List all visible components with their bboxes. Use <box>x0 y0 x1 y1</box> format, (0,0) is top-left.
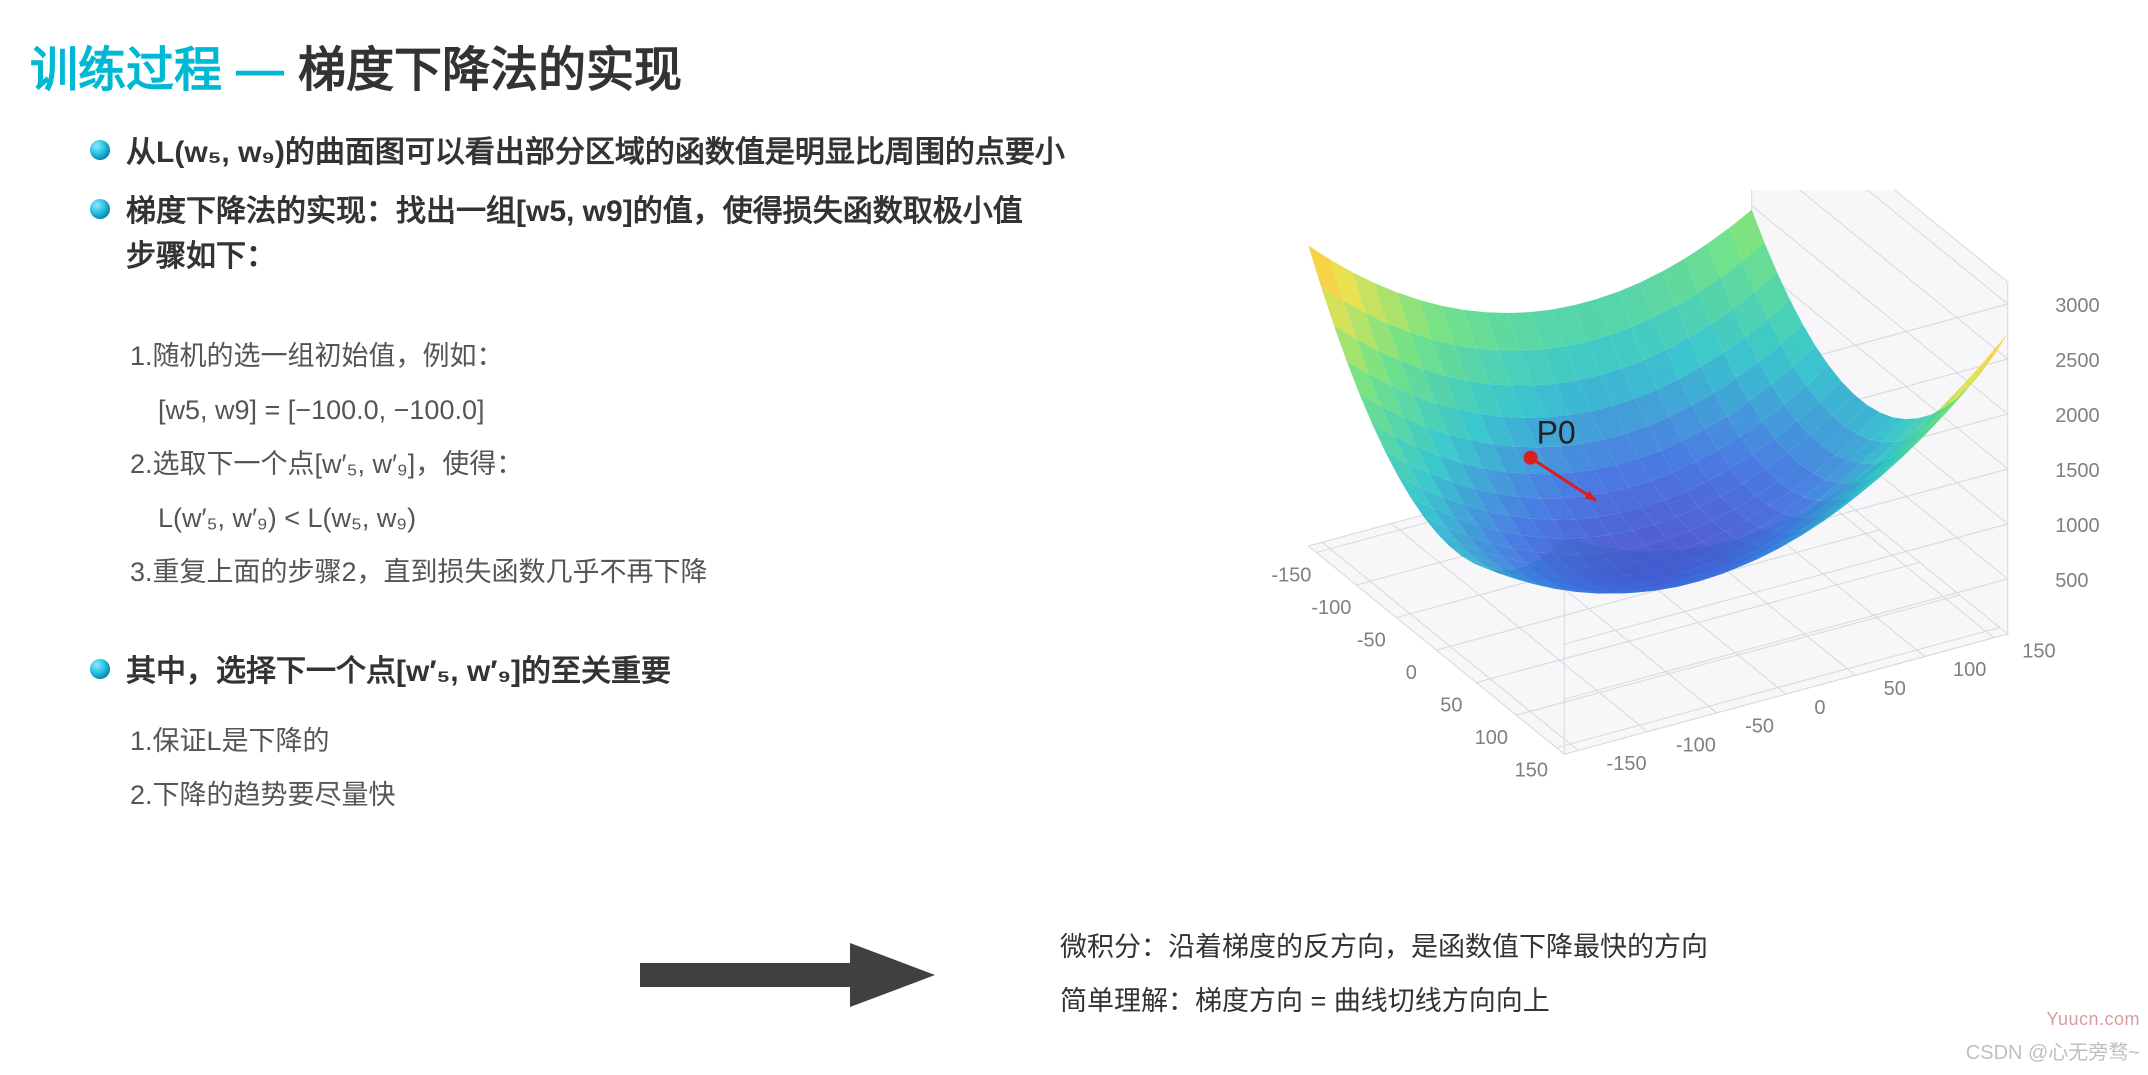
bullet-1: 从L(w₅, w₉)的曲面图可以看出部分区域的函数值是明显比周围的点要小 <box>90 130 2118 175</box>
bullet-dot-icon <box>90 199 110 219</box>
watermark: Yuucn.com <box>2046 1009 2140 1030</box>
svg-text:-50: -50 <box>1745 716 1774 738</box>
svg-text:0: 0 <box>1814 697 1825 719</box>
big-arrow-icon <box>640 935 940 1020</box>
title-row: 训练过程 — 梯度下降法的实现 <box>30 30 2118 100</box>
svg-text:3000: 3000 <box>2055 295 2100 317</box>
svg-text:-150: -150 <box>1607 753 1647 775</box>
svg-text:50: 50 <box>1884 678 1906 700</box>
svg-text:100: 100 <box>1475 727 1508 749</box>
svg-text:500: 500 <box>2055 570 2088 592</box>
svg-text:0: 0 <box>1406 662 1417 684</box>
svg-text:50: 50 <box>1440 694 1462 716</box>
title-left: 训练过程 <box>30 30 222 100</box>
note-line-1: 微积分：沿着梯度的反方向，是函数值下降最快的方向 <box>1060 920 1708 974</box>
credit: CSDN @心无旁骛~ <box>1966 1036 2140 1065</box>
svg-text:150: 150 <box>1515 759 1548 780</box>
svg-text:P0: P0 <box>1537 415 1576 451</box>
section2-heading: 其中，选择下一个点[w′₅, w′₉]的至关重要 <box>126 649 671 694</box>
svg-text:100: 100 <box>1953 659 1986 681</box>
svg-text:2000: 2000 <box>2055 405 2100 427</box>
right-notes: 微积分：沿着梯度的反方向，是函数值下降最快的方向 简单理解：梯度方向 = 曲线切… <box>1060 920 1708 1028</box>
bullet-dot-icon <box>90 659 110 679</box>
svg-text:-100: -100 <box>1676 734 1716 756</box>
bullet-1-text: 从L(w₅, w₉)的曲面图可以看出部分区域的函数值是明显比周围的点要小 <box>126 130 1065 175</box>
bullet-2-line2: 步骤如下： <box>126 234 1023 279</box>
svg-text:2500: 2500 <box>2055 350 2100 372</box>
svg-text:-50: -50 <box>1357 629 1386 651</box>
title-dash: — <box>236 43 284 98</box>
slide-root: 训练过程 — 梯度下降法的实现 从L(w₅, w₉)的曲面图可以看出部分区域的函… <box>0 0 2148 1075</box>
note-line-2: 简单理解：梯度方向 = 曲线切线方向向上 <box>1060 974 1708 1028</box>
svg-text:150: 150 <box>2022 640 2055 662</box>
bullet-dot-icon <box>90 140 110 160</box>
loss-surface-chart: -150-100-50050100150-150-100-50050100150… <box>1228 190 2128 780</box>
svg-text:1000: 1000 <box>2055 515 2100 537</box>
svg-text:-150: -150 <box>1271 564 1311 586</box>
bullet-2-block: 梯度下降法的实现：找出一组[w5, w9]的值，使得损失函数取极小值 步骤如下： <box>126 189 1023 279</box>
title-right: 梯度下降法的实现 <box>298 30 682 100</box>
svg-text:-100: -100 <box>1311 597 1351 619</box>
bullet-2-line1: 梯度下降法的实现：找出一组[w5, w9]的值，使得损失函数取极小值 <box>126 189 1023 234</box>
svg-text:1500: 1500 <box>2055 460 2100 482</box>
